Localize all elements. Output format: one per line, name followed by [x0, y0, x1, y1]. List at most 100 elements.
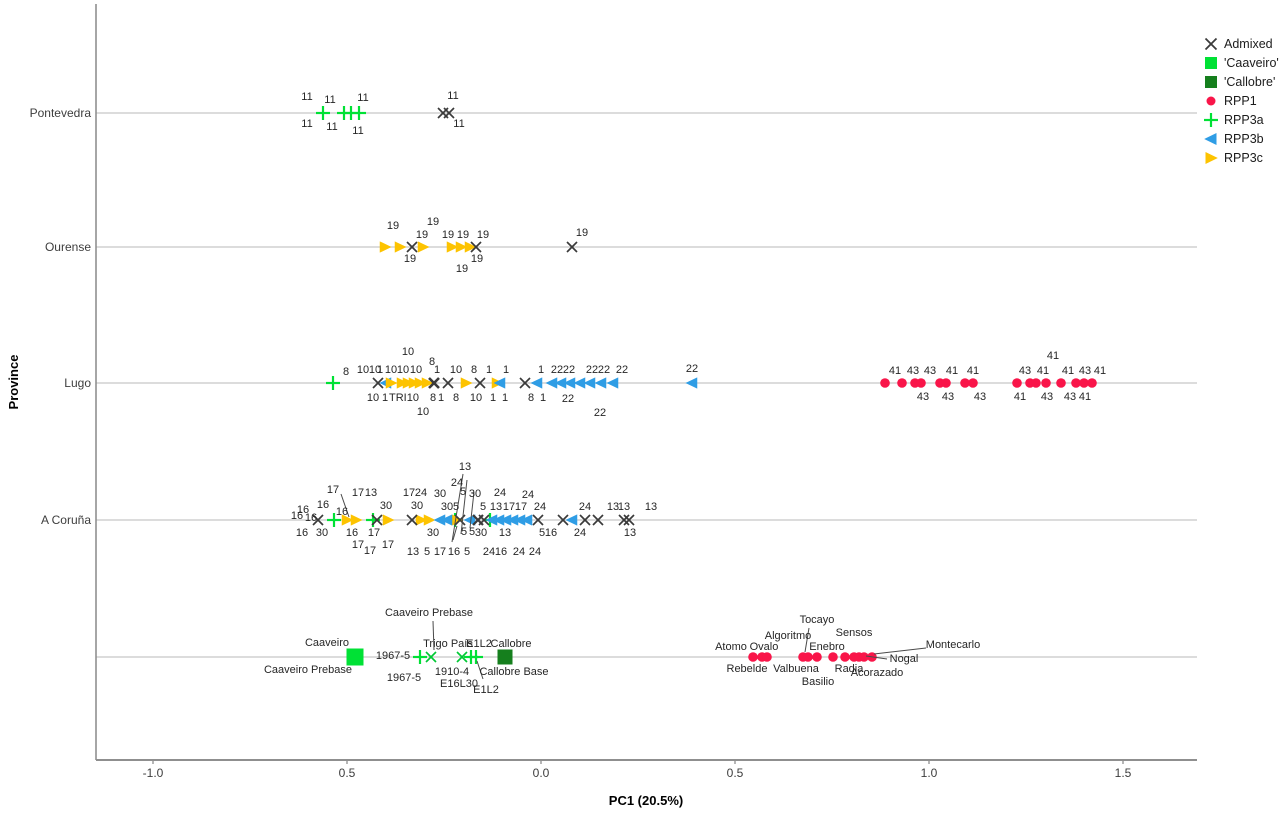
point-label: 10 [367, 392, 379, 404]
data-point-admixed [443, 107, 455, 119]
point-label: 1 [538, 364, 544, 376]
point-label: 1 [434, 364, 440, 376]
point-label: 19 [457, 229, 469, 241]
leader-line [460, 479, 468, 535]
point-label: 10 [417, 406, 429, 418]
data-point-rpp3b [573, 377, 586, 389]
data-point-rpp3c [382, 514, 395, 526]
data-point-rpp1 [916, 378, 926, 388]
leader-line [873, 647, 927, 655]
data-point-rpp3c [402, 377, 415, 389]
point-label: 22 [594, 407, 606, 419]
data-point-rpp3b [685, 377, 698, 389]
point-label: 41 [967, 365, 979, 377]
leader-line [469, 491, 475, 529]
data-point-rpp1 [748, 652, 758, 662]
point-label: 10 [357, 364, 369, 376]
point-label: 1 [382, 392, 388, 404]
point-label: 17 [327, 484, 339, 496]
line [579, 514, 591, 526]
line [592, 514, 604, 526]
point-label: 30 [441, 501, 453, 513]
data-point-rpp3c [408, 377, 421, 389]
point-label: 24 [451, 477, 463, 489]
data-point-admixed [478, 514, 490, 526]
point-label: 22 [616, 364, 628, 376]
point-label: 13 [459, 461, 471, 473]
data-point-rpp1 [1041, 378, 1051, 388]
line [442, 377, 454, 389]
point-label: Callobre [491, 638, 532, 650]
point-label: 17 [434, 546, 446, 558]
data-point-rpp1 [941, 378, 951, 388]
point-label: 1967-5 [376, 650, 410, 662]
data-point-rpp3b [554, 377, 567, 389]
point-label: 19 [477, 229, 489, 241]
point-label: 41 [1037, 365, 1049, 377]
data-point-rpp1 [1071, 378, 1081, 388]
point-label: Basilio [802, 676, 834, 688]
data-point-rpp1 [812, 652, 822, 662]
point-label: 22 [551, 364, 563, 376]
point-label: E16L30 [440, 678, 478, 690]
legend-label: RPP3c [1224, 150, 1263, 165]
data-point-rpp3c [446, 241, 459, 253]
data-point-rpp1 [1056, 378, 1066, 388]
point-label: 11 [447, 90, 458, 102]
point-label: 10 [369, 364, 381, 376]
legend-marker-icon [1205, 56, 1217, 69]
line [312, 514, 324, 526]
data-point-rpp3c [421, 377, 434, 389]
leader-line [865, 655, 888, 660]
point-label: 8 [343, 366, 349, 378]
point-label: 11 [326, 121, 337, 133]
data-point-rpp1 [1079, 378, 1089, 388]
legend-marker-icon [1204, 112, 1218, 127]
line [406, 241, 418, 253]
point-label: 10 [470, 392, 482, 404]
x-tick-label: 0.0 [532, 766, 550, 780]
legend-label: 'Callobre' [1224, 74, 1276, 89]
leader-line [804, 627, 810, 653]
point-label: 5 [469, 526, 475, 538]
data-point-rpp1 [859, 652, 869, 662]
point-label: 43 [917, 391, 929, 403]
point-label: 1 [502, 392, 508, 404]
point-label: 1 [438, 392, 444, 404]
data-point-callobre [497, 649, 513, 665]
point-label: 11 [301, 91, 312, 103]
point-label: 24 [534, 501, 546, 513]
point-label: 41 [946, 365, 958, 377]
point-label: 30 [411, 500, 423, 512]
point-label: 5 [461, 526, 467, 538]
point-label: 13 [365, 487, 377, 499]
point-label: Acorazado [851, 667, 904, 679]
data-point-rpp1 [803, 652, 813, 662]
legend-item-rpp3b: RPP3b [1203, 129, 1264, 148]
point-label: Rebelde [727, 663, 768, 675]
marker-circle [1206, 96, 1216, 105]
point-label: 13 [607, 501, 619, 513]
point-label: 43 [1041, 391, 1053, 403]
point-label: Atomo [715, 641, 747, 653]
point-label: 17 [515, 501, 527, 513]
line [1204, 37, 1218, 50]
line [443, 107, 455, 119]
data-point-admixed [623, 514, 635, 526]
point-label: 5 [453, 501, 459, 513]
legend-item-rpp3c: RPP3c [1203, 148, 1263, 167]
point-label: 19 [427, 216, 439, 228]
legend-item-caaveiro: 'Caaveiro' [1203, 53, 1279, 72]
point-label: 11 [301, 118, 312, 130]
point-label: 43 [1064, 391, 1076, 403]
line [566, 241, 578, 253]
leader-line [476, 660, 484, 680]
data-point-rpp1 [968, 378, 978, 388]
point-label: 17 [403, 487, 415, 499]
point-label: 5 [539, 527, 545, 539]
point-label: 11 [324, 94, 335, 106]
data-point-rpp1 [828, 652, 838, 662]
point-label: 24 [494, 487, 506, 499]
point-label: 17 [364, 545, 376, 557]
line [428, 377, 440, 389]
